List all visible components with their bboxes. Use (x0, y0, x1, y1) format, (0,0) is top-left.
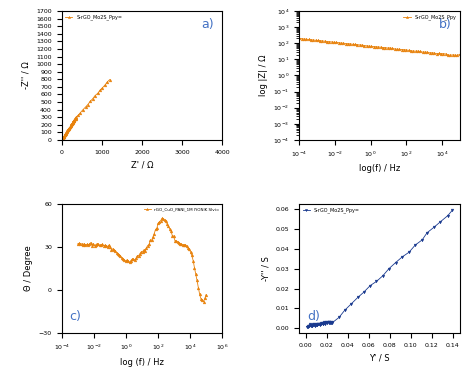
Y-axis label: -Z'' / Ω: -Z'' / Ω (22, 61, 31, 90)
Y-axis label: -Y'' / S: -Y'' / S (261, 256, 270, 281)
Text: c): c) (70, 310, 82, 323)
Legend: S-rGO_Mo2S_Ppy=: S-rGO_Mo2S_Ppy= (301, 207, 361, 214)
X-axis label: log (f) / Hz: log (f) / Hz (120, 357, 164, 367)
X-axis label: Y' / S: Y' / S (369, 353, 390, 362)
Legend: S-rGO_Mo2S_Ppy: S-rGO_Mo2S_Ppy (402, 14, 457, 21)
X-axis label: Z' / Ω: Z' / Ω (131, 160, 153, 169)
Y-axis label: Θ / Degree: Θ / Degree (24, 246, 33, 292)
Legend: S-rGO_Mo2S_Ppy=: S-rGO_Mo2S_Ppy= (64, 14, 123, 21)
Text: b): b) (439, 18, 452, 31)
Legend: rGO_CuO_PANI_1M IYONIK SIvi=: rGO_CuO_PANI_1M IYONIK SIvi= (144, 206, 220, 212)
Text: a): a) (201, 18, 214, 31)
Y-axis label: log |Z| / Ω: log |Z| / Ω (259, 55, 268, 96)
X-axis label: log(f) / Hz: log(f) / Hz (359, 164, 400, 174)
Text: d): d) (307, 310, 320, 323)
